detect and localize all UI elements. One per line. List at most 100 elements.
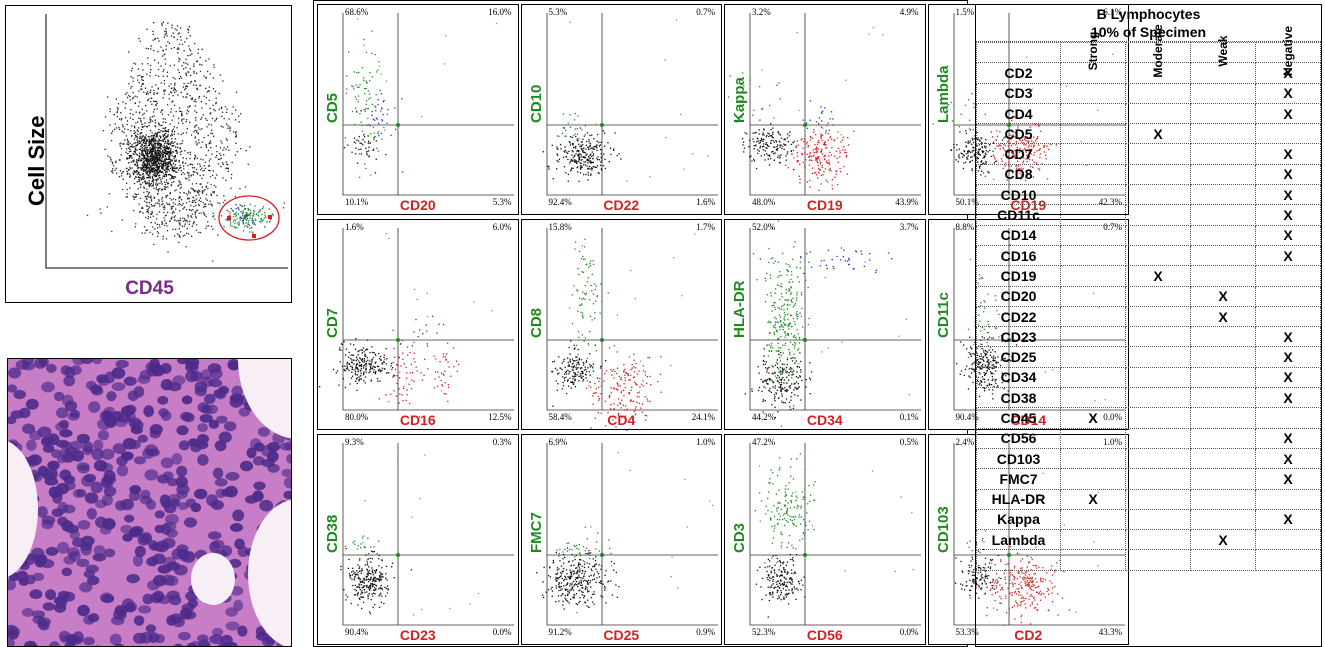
event-dot	[210, 112, 212, 114]
gate-handle	[252, 234, 256, 238]
event-dot	[368, 155, 370, 157]
event-dot	[158, 166, 160, 169]
event-dot	[135, 122, 137, 124]
event-dot	[190, 80, 192, 83]
event-dot	[140, 150, 142, 152]
event-dot	[613, 408, 615, 410]
event-dot	[828, 169, 830, 171]
event-dot	[374, 172, 377, 174]
event-dot	[140, 153, 142, 155]
event-dot	[202, 114, 204, 116]
event-dot	[572, 367, 574, 369]
event-dot	[391, 367, 394, 369]
event-dot	[821, 134, 824, 136]
event-dot	[171, 206, 173, 208]
event-dot	[211, 204, 213, 206]
event-dot	[565, 392, 567, 395]
event-dot	[772, 150, 774, 153]
event-dot	[775, 140, 777, 142]
event-dot	[158, 138, 160, 140]
event-dot	[122, 143, 124, 145]
event-dot	[359, 370, 361, 372]
event-dot	[367, 117, 369, 119]
event-dot	[356, 72, 358, 74]
event-dot	[161, 113, 164, 115]
event-dot	[830, 111, 833, 113]
event-dot	[181, 114, 183, 116]
event-dot	[581, 291, 584, 293]
event-dot	[629, 400, 631, 402]
event-dot	[608, 347, 610, 349]
event-dot	[190, 134, 193, 136]
event-dot	[761, 69, 763, 71]
event-dot	[162, 175, 164, 177]
event-dot	[178, 241, 180, 244]
scatter-area	[727, 13, 921, 196]
event-dot	[574, 356, 576, 358]
event-dot	[185, 162, 187, 164]
cell-nucleus	[267, 463, 280, 473]
event-dot	[664, 136, 667, 139]
quadrant-percent: 0.7%	[696, 7, 715, 17]
event-dot	[783, 138, 785, 141]
event-dot	[401, 339, 403, 342]
event-dot	[153, 174, 155, 176]
event-dot	[765, 380, 767, 382]
quadrant-center	[599, 123, 604, 127]
event-dot	[152, 161, 155, 163]
event-dot	[99, 208, 101, 210]
event-dot	[174, 91, 176, 93]
event-dot	[164, 183, 166, 186]
cell-nucleus	[178, 631, 191, 641]
event-dot	[583, 238, 586, 240]
event-dot	[413, 341, 415, 343]
event-dot	[150, 148, 153, 151]
event-dot	[789, 131, 791, 133]
event-dot	[351, 110, 354, 113]
event-dot	[155, 186, 157, 188]
cell-nucleus	[209, 541, 221, 553]
event-dot	[220, 154, 222, 156]
event-dot	[785, 155, 787, 157]
event-dot	[203, 165, 205, 167]
event-dot	[814, 144, 816, 146]
event-dot	[155, 184, 157, 186]
event-dot	[191, 183, 194, 185]
event-dot	[154, 151, 157, 153]
event-dot	[191, 235, 193, 237]
event-dot	[576, 115, 579, 117]
event-dot	[227, 164, 229, 166]
event-dot	[163, 152, 166, 154]
event-dot	[839, 152, 841, 154]
event-dot	[156, 92, 158, 95]
gated-dot	[253, 209, 255, 212]
event-dot	[131, 135, 133, 137]
event-dot	[638, 386, 641, 388]
event-dot	[119, 143, 121, 145]
event-dot	[947, 104, 949, 106]
cell-nucleus	[42, 472, 56, 481]
event-dot	[575, 289, 577, 291]
event-dot	[192, 201, 195, 203]
event-dot	[171, 24, 173, 26]
event-dot	[106, 206, 108, 208]
event-dot	[220, 107, 223, 109]
event-dot	[150, 195, 152, 197]
gated-dot	[243, 205, 246, 207]
event-dot	[566, 152, 568, 154]
event-dot	[229, 127, 231, 130]
event-dot	[146, 110, 148, 112]
event-dot	[355, 153, 357, 155]
event-dot	[191, 225, 193, 227]
event-dot	[411, 345, 413, 347]
event-dot	[107, 96, 109, 98]
event-dot	[356, 111, 358, 113]
event-dot	[776, 84, 778, 86]
event-dot	[149, 164, 151, 166]
event-dot	[660, 391, 662, 393]
cell-nucleus	[84, 492, 99, 504]
event-dot	[598, 145, 600, 147]
event-dot	[156, 231, 159, 233]
event-dot	[782, 377, 784, 379]
event-dot	[973, 154, 975, 156]
